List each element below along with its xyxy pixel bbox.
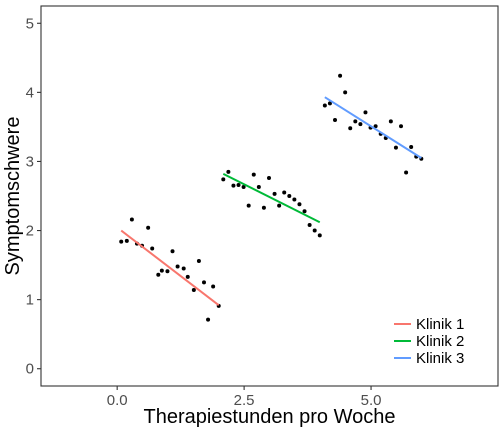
series-1	[119, 217, 221, 322]
y-tick-label: 2	[26, 223, 34, 240]
data-point	[246, 203, 251, 208]
data-point	[251, 172, 256, 177]
series-2	[221, 169, 322, 238]
regression-line	[120, 229, 220, 306]
data-point	[353, 119, 358, 124]
data-point	[185, 274, 190, 279]
data-point	[241, 185, 246, 190]
legend-label: Klinik 3	[416, 350, 464, 367]
data-point	[266, 176, 271, 181]
x-axis-title: Therapiestunden pro Woche	[143, 406, 395, 428]
data-point	[119, 239, 124, 244]
data-point	[322, 103, 327, 108]
data-point	[404, 170, 409, 175]
regression-line	[324, 96, 422, 159]
data-point	[156, 272, 161, 277]
data-point	[287, 194, 292, 198]
panel-border	[40, 5, 499, 387]
axes: 0.0 2.5 5.0 0 1 2 3 4 5	[26, 15, 382, 409]
data-point	[282, 190, 287, 195]
data-point	[333, 118, 338, 122]
data-point	[236, 182, 241, 187]
data-point	[292, 197, 297, 202]
data-point	[388, 119, 393, 124]
data-point	[327, 101, 332, 106]
data-point	[159, 268, 164, 273]
legend-label: Klinik 1	[416, 316, 464, 333]
data-point	[272, 191, 277, 196]
data-point	[297, 202, 302, 207]
data-point	[343, 90, 348, 95]
data-point	[338, 73, 343, 78]
data-point	[307, 223, 312, 228]
y-tick-label: 5	[26, 15, 34, 32]
data-point	[226, 169, 231, 174]
y-tick-label: 3	[26, 153, 34, 170]
data-point	[256, 185, 261, 190]
data-point	[277, 203, 282, 208]
data-point	[302, 209, 307, 214]
data-point	[201, 280, 206, 285]
data-point	[363, 110, 368, 115]
data-point	[175, 264, 180, 269]
data-point	[231, 183, 236, 188]
data-point	[146, 225, 151, 230]
x-tick-label: 5.0	[361, 392, 382, 409]
y-tick-label: 4	[26, 84, 34, 101]
data-point	[206, 317, 211, 322]
data-point	[373, 124, 378, 129]
x-tick-label: 0.0	[107, 392, 128, 409]
data-marks	[119, 73, 424, 322]
data-point	[191, 287, 196, 292]
y-tick-label: 1	[26, 292, 34, 309]
data-point	[261, 205, 266, 210]
series-3	[322, 73, 424, 175]
data-point	[124, 238, 129, 243]
data-point	[170, 249, 175, 254]
data-point	[129, 217, 134, 222]
x-tick-label: 2.5	[234, 392, 255, 409]
data-point	[165, 269, 170, 274]
data-point	[358, 122, 363, 127]
data-point	[196, 258, 201, 263]
data-point	[399, 124, 404, 129]
data-point	[409, 144, 414, 149]
data-point	[317, 233, 322, 238]
data-point	[181, 266, 186, 271]
plot-panel	[40, 5, 499, 387]
data-point	[211, 284, 216, 289]
data-point	[221, 177, 226, 182]
data-point	[348, 126, 353, 131]
legend-label: Klinik 2	[416, 333, 464, 350]
y-axis-title: Symptomschwere	[2, 117, 24, 276]
regression-line	[222, 172, 321, 224]
data-point	[150, 246, 155, 251]
data-point	[393, 145, 398, 150]
y-tick-label: 0	[26, 361, 34, 378]
data-point	[312, 228, 317, 233]
